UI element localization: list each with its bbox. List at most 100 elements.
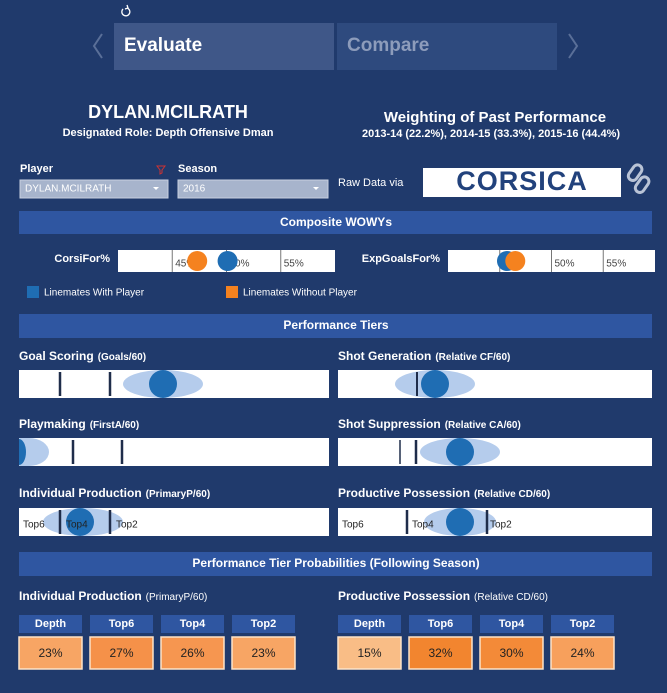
column-label: Top6: [109, 618, 134, 630]
link-icon[interactable]: [626, 163, 651, 194]
raw-data-label: Raw Data via: [338, 177, 404, 189]
section-header: [19, 552, 652, 576]
section-title: Performance Tier Probabilities (Followin…: [192, 556, 479, 570]
table-name: Individual Production: [19, 589, 142, 603]
next-arrow[interactable]: [568, 33, 579, 59]
panel-title: Shot Generation (Relative CF/60): [338, 349, 510, 363]
table-name: Productive Possession: [338, 589, 470, 603]
column-label: Top2: [570, 618, 595, 630]
dropdown-value[interactable]: DYLAN.MCILRATH: [25, 184, 112, 195]
panel-title: Goal Scoring (Goals/60): [19, 349, 146, 363]
tier-label: Top2: [490, 520, 512, 531]
value-cell: [408, 636, 473, 670]
section-header: [19, 211, 652, 234]
tier-estimate: [446, 508, 474, 536]
tab-label[interactable]: Compare: [347, 35, 429, 56]
tier-estimate: [66, 508, 94, 536]
column-header: [232, 615, 295, 633]
role: Designated Role: Depth Offensive Dman: [63, 127, 274, 139]
tick-label: 45%: [175, 259, 195, 270]
value-cell: [337, 636, 402, 670]
filter-label: Season: [178, 163, 217, 175]
value-cell: [479, 636, 544, 670]
section-header: [19, 314, 652, 338]
tab-label[interactable]: Evaluate: [124, 35, 202, 56]
table-title: Productive Possession (Relative CD/60): [338, 589, 548, 603]
filter-label: Player: [20, 163, 54, 175]
section-title: Performance Tiers: [283, 318, 388, 332]
column-label: Top2: [251, 618, 276, 630]
panel-title: Productive Possession (Relative CD/60): [338, 486, 550, 500]
cell-value: 15%: [357, 646, 381, 660]
dropdown[interactable]: [19, 179, 169, 199]
tier-label: Top6: [23, 520, 45, 531]
column-label: Top4: [499, 618, 525, 630]
tier-box: [338, 370, 652, 398]
tier-estimate: [421, 370, 449, 398]
dropdown-arrow[interactable]: [313, 187, 319, 190]
legend-label: Linemates Without Player: [243, 288, 358, 299]
chart-label: CorsiFor%: [54, 253, 110, 265]
panel-title: Individual Production (PrimaryP/60): [19, 486, 210, 500]
value-cell: [18, 636, 83, 670]
cell-value: 24%: [570, 646, 594, 660]
tick-label: 55%: [284, 259, 304, 270]
tier-range: [19, 438, 49, 466]
panel-name: Productive Possession: [338, 486, 470, 500]
column-header: [161, 615, 224, 633]
column-header: [19, 615, 82, 633]
dropdown-arrow[interactable]: [153, 187, 159, 190]
cell-value: 26%: [180, 646, 204, 660]
dropdown[interactable]: [177, 179, 329, 199]
tier-estimate: [19, 439, 26, 465]
panel-name: Individual Production: [19, 486, 142, 500]
column-label: Depth: [354, 618, 385, 630]
tab-active[interactable]: [114, 23, 334, 70]
tab[interactable]: [337, 23, 557, 70]
table-metric: (PrimaryP/60): [146, 592, 208, 603]
tick-label: 50%: [230, 259, 250, 270]
value-cell: [160, 636, 225, 670]
value-cell: [550, 636, 615, 670]
value-cell: [89, 636, 154, 670]
dot-with-player: [217, 251, 238, 271]
panel-metric: (Relative CD/60): [474, 489, 550, 500]
panel-name: Goal Scoring: [19, 349, 94, 363]
value-cell: [231, 636, 296, 670]
tier-label: Top4: [66, 520, 88, 531]
column-label: Depth: [35, 618, 66, 630]
panel-name: Playmaking: [19, 417, 86, 431]
panel-metric: (Relative CA/60): [445, 420, 521, 431]
cell-value: 32%: [428, 646, 452, 660]
column-label: Top6: [428, 618, 453, 630]
dot-without-player: [187, 251, 208, 271]
table-metric: (Relative CD/60): [474, 592, 548, 603]
legend-label: Linemates With Player: [44, 288, 145, 299]
dropdown-value[interactable]: 2016: [183, 184, 206, 195]
dot-without-player: [505, 251, 526, 271]
panel-metric: (Goals/60): [98, 352, 146, 363]
table-title: Individual Production (PrimaryP/60): [19, 589, 207, 603]
tier-estimate: [446, 438, 474, 466]
player-name: DYLAN.MCILRATH: [88, 102, 248, 122]
refresh-icon[interactable]: [121, 4, 131, 17]
tier-panels: Goal Scoring (Goals/60) Shot Generation (R…: [19, 349, 652, 536]
section-title: Composite WOWYs: [280, 215, 392, 229]
probability-tables: Individual Production (PrimaryP/60) Depth 2…: [18, 589, 615, 670]
legend-swatch: [27, 286, 39, 298]
panel-metric: (Relative CF/60): [435, 352, 510, 363]
panel-name: Shot Generation: [338, 349, 431, 363]
weighting-detail: 2013-14 (22.2%), 2014-15 (33.3%), 2015-1…: [362, 128, 620, 140]
cell-value: 23%: [38, 646, 62, 660]
prev-arrow[interactable]: [92, 33, 103, 59]
filter-clear-icon[interactable]: [156, 165, 166, 175]
tick-label: 50%: [555, 259, 575, 270]
source-logo[interactable]: CORSICA: [456, 166, 588, 196]
legend-swatch: [226, 286, 238, 298]
column-header: [480, 615, 543, 633]
tier-estimate: [149, 370, 177, 398]
logo-box[interactable]: [423, 168, 621, 197]
column-header: [551, 615, 614, 633]
